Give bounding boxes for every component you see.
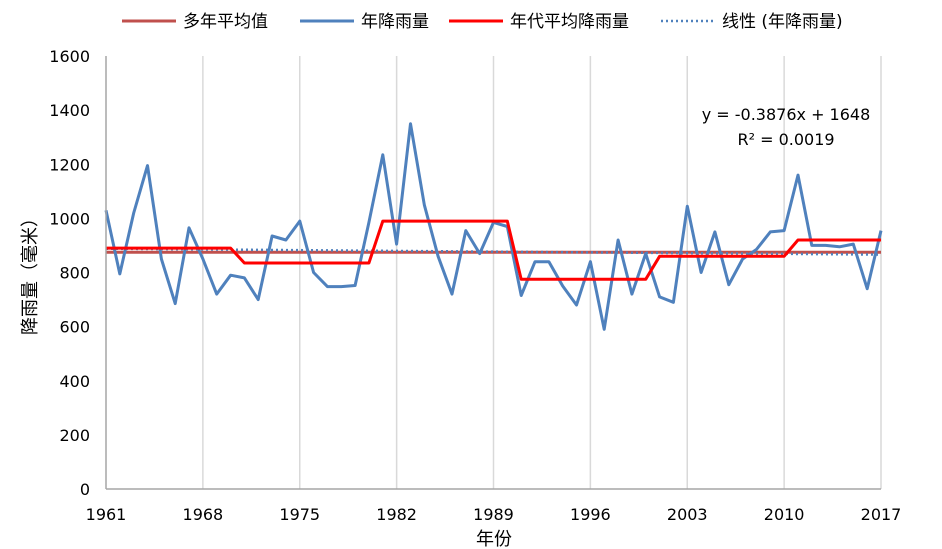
x-tick-label: 1975 (279, 505, 320, 524)
legend-label-trend: 线性 (年降雨量) (722, 12, 843, 32)
x-tick-label: 2010 (764, 505, 805, 524)
legend-label-decadal: 年代平均降雨量 (510, 12, 629, 32)
y-tick-label: 0 (80, 480, 90, 499)
y-tick-label: 400 (59, 372, 90, 391)
x-tick-label: 1996 (570, 505, 611, 524)
tick-labels: 1961 1968 1975 1982 1989 1996 2003 2010 2017 0 200… (49, 47, 901, 524)
trendline-equation: y = -0.3876x + 1648 R² = 0.0019 (702, 105, 871, 149)
y-tick-label: 1600 (49, 47, 90, 66)
x-tick-label: 1961 (86, 505, 127, 524)
x-tick-label: 1989 (473, 505, 514, 524)
x-tick-label: 1982 (376, 505, 417, 524)
y-axis-title: 降雨量（毫米） (20, 209, 41, 335)
y-tick-label: 1000 (49, 209, 90, 228)
trendline-equation-text: y = -0.3876x + 1648 (702, 105, 871, 124)
y-tick-label: 1200 (49, 155, 90, 174)
trendline-r-squared-text: R² = 0.0019 (737, 130, 834, 149)
x-tick-label: 2003 (667, 505, 708, 524)
y-tick-label: 200 (59, 426, 90, 445)
series-layer (104, 122, 883, 331)
y-tick-label: 800 (59, 264, 90, 283)
legend: 多年平均值 年降雨量 年代平均降雨量 线性 (年降雨量) (122, 12, 843, 32)
grid-lines (202, 56, 882, 489)
x-axis-title: 年份 (476, 529, 512, 549)
x-tick-label: 2017 (861, 505, 902, 524)
legend-label-annual: 年降雨量 (361, 12, 429, 32)
x-tick-label: 1968 (183, 505, 224, 524)
axes (105, 56, 881, 490)
legend-label-average: 多年平均值 (183, 12, 268, 32)
y-tick-label: 1400 (49, 101, 90, 120)
series-decadal-line (106, 219, 881, 281)
y-tick-label: 600 (59, 318, 90, 337)
